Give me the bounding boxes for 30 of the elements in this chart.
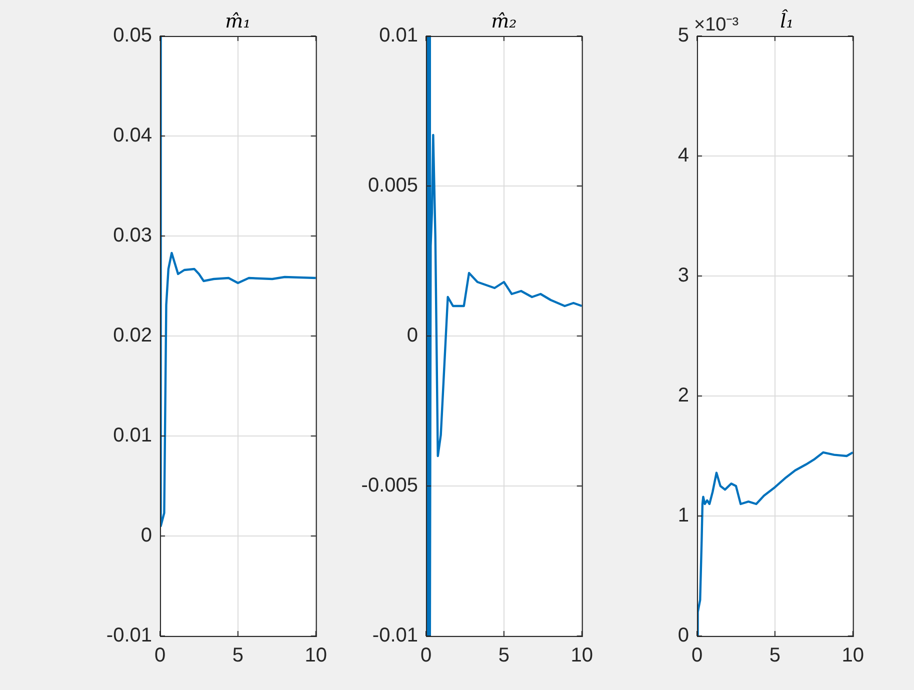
x-tick-label: 5 bbox=[232, 644, 244, 667]
y-tick-label: 0.03 bbox=[113, 224, 152, 247]
y-tick-label: 0.05 bbox=[113, 24, 152, 47]
y-tick-label: 0 bbox=[140, 524, 152, 547]
x-tick-label: 10 bbox=[570, 644, 593, 667]
y-tick-label: 0.04 bbox=[113, 124, 152, 147]
x-tick-label: 0 bbox=[154, 644, 166, 667]
y-tick-label: 0.005 bbox=[368, 174, 418, 197]
chart-title: m̂₂ bbox=[491, 10, 517, 32]
y-tick-label: 2 bbox=[678, 384, 689, 407]
y-tick-label: -0.01 bbox=[106, 624, 152, 647]
y-tick-label: 3 bbox=[678, 264, 689, 287]
y-tick-label: 0 bbox=[406, 324, 418, 347]
text: ×10⁻³ bbox=[694, 14, 739, 36]
chart-title: m̂₁ bbox=[225, 10, 251, 32]
chart-title: l̂₁ bbox=[780, 8, 794, 32]
y-tick-label: 1 bbox=[678, 504, 689, 527]
y-tick-label: 5 bbox=[678, 24, 689, 47]
y-tick-label: 0 bbox=[678, 624, 689, 647]
y-tick-label: -0.005 bbox=[361, 474, 418, 497]
y-tick-label: 4 bbox=[678, 144, 689, 167]
y-tick-label: 0.02 bbox=[113, 324, 152, 347]
y-tick-label: 0.01 bbox=[113, 424, 152, 447]
x-tick-label: 5 bbox=[498, 644, 510, 667]
x-tick-label: 5 bbox=[769, 644, 780, 667]
y-tick-label: 0.01 bbox=[379, 24, 418, 47]
x-tick-label: 10 bbox=[304, 644, 327, 667]
x-tick-label: 0 bbox=[420, 644, 432, 667]
x-tick-label: 10 bbox=[842, 644, 864, 667]
y-tick-label: -0.01 bbox=[372, 624, 418, 647]
